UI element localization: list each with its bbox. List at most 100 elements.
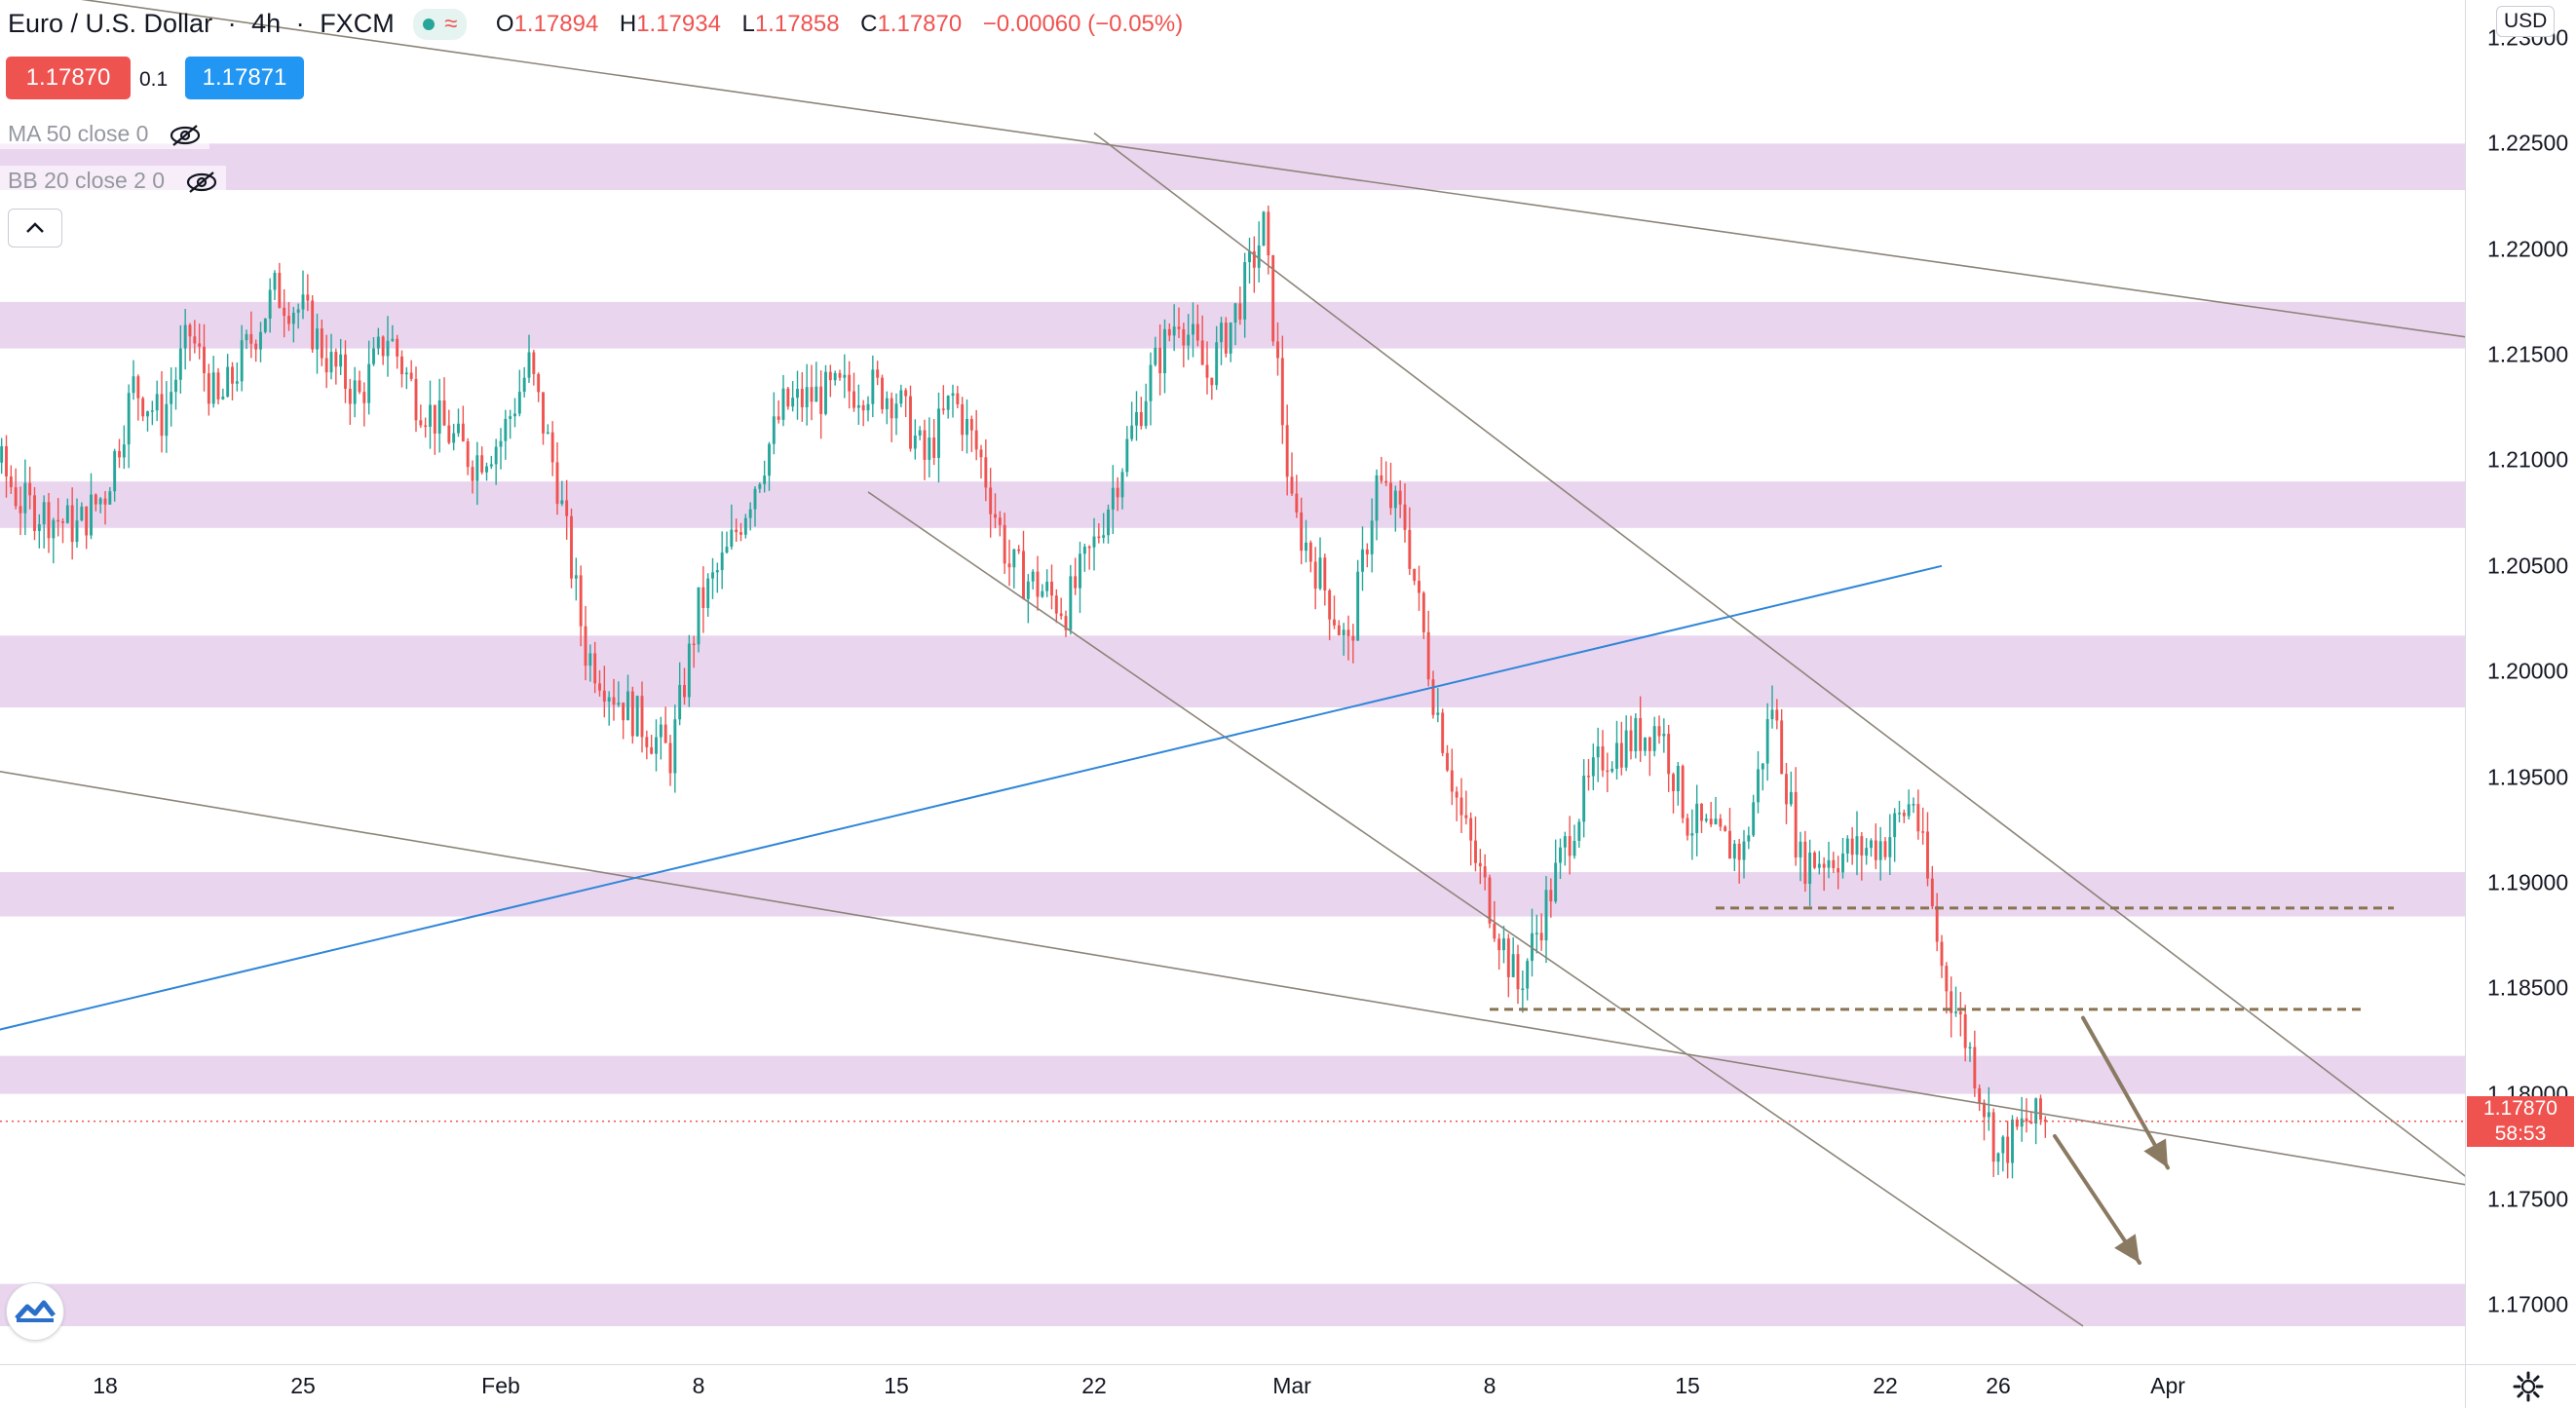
- candle-body: [1210, 377, 1214, 386]
- candle-body: [753, 488, 757, 510]
- price-tick-label: 1.20000: [2487, 658, 2569, 684]
- hidden-eye-icon[interactable]: [169, 124, 202, 147]
- candle-body: [268, 289, 272, 320]
- candle-body: [838, 372, 842, 378]
- candle-body: [409, 372, 413, 379]
- candle-body: [118, 450, 121, 458]
- candle-body: [1511, 954, 1515, 977]
- candle-body: [1700, 803, 1703, 821]
- candle-body: [1267, 211, 1270, 256]
- collapse-legend-button[interactable]: [8, 209, 62, 247]
- hidden-eye-icon[interactable]: [185, 171, 218, 194]
- candle-body: [165, 403, 169, 437]
- candle-body: [550, 432, 554, 463]
- candlestick-chart[interactable]: [0, 0, 2465, 1364]
- candle-body: [876, 369, 880, 378]
- candle-body: [1690, 833, 1694, 836]
- candle-body: [1333, 619, 1336, 626]
- candle-body: [1662, 733, 1666, 737]
- candle-body: [1233, 303, 1237, 323]
- buy-price-button[interactable]: 1.17871: [185, 57, 304, 99]
- candle-body: [1097, 536, 1101, 539]
- candle-body: [494, 446, 498, 465]
- candle-body: [254, 343, 258, 350]
- candle-body: [630, 691, 634, 737]
- candle-body: [404, 372, 408, 375]
- candle-body: [5, 445, 8, 476]
- candle-body: [324, 358, 328, 373]
- price-tick-label: 1.18500: [2487, 974, 2569, 1001]
- spread-value: 0.1: [139, 68, 169, 91]
- price-axis[interactable]: 1.23000 1.22500 1.22000 1.21500 1.21000 1.205…: [2465, 0, 2576, 1364]
- candle-body: [1874, 840, 1877, 860]
- candle-body: [132, 376, 135, 394]
- sell-price-button[interactable]: 1.17870: [6, 57, 131, 99]
- candle-body: [70, 505, 74, 543]
- candle-body: [1794, 791, 1798, 857]
- candle-body: [1544, 890, 1548, 941]
- candle-body: [1139, 411, 1143, 427]
- timeframe[interactable]: 4h: [251, 9, 282, 39]
- candle-body: [33, 495, 36, 531]
- candle-body: [574, 575, 578, 579]
- candle-body: [442, 400, 446, 426]
- candle-body: [509, 416, 512, 419]
- symbol-name[interactable]: Euro / U.S. Dollar: [8, 9, 213, 39]
- candle-body: [2025, 1118, 2028, 1123]
- candle-body: [739, 532, 742, 535]
- candle-body: [593, 653, 597, 684]
- logo-icon: [15, 1300, 56, 1322]
- settings-gear-icon[interactable]: [2512, 1370, 2545, 1403]
- time-tick-label: Mar: [1272, 1373, 1311, 1398]
- indicator-bb[interactable]: BB 20 close 2 0: [0, 166, 226, 196]
- candle-body: [1459, 797, 1463, 816]
- candle-body: [791, 398, 795, 407]
- currency-button[interactable]: USD: [2496, 6, 2556, 37]
- candle-body: [1172, 326, 1176, 336]
- candle-body: [763, 476, 767, 484]
- tradingview-logo[interactable]: [6, 1282, 64, 1341]
- candle-body: [1563, 836, 1567, 848]
- candle-body: [607, 697, 611, 703]
- candle-body: [306, 294, 310, 301]
- support-resistance-zone: [0, 301, 2465, 349]
- candle-body: [0, 445, 4, 463]
- candle-body: [85, 506, 89, 536]
- candle-body: [701, 587, 705, 608]
- candle-body: [984, 457, 988, 488]
- candle-body: [1074, 576, 1078, 589]
- candle-body: [1158, 347, 1162, 374]
- support-resistance-zone: [0, 1055, 2465, 1094]
- candle-body: [1436, 712, 1440, 715]
- candle-body: [1102, 535, 1106, 538]
- candle-body: [1313, 561, 1317, 590]
- market-status-badge[interactable]: ≈: [413, 8, 468, 40]
- candle-body: [645, 737, 649, 747]
- candle-body: [1224, 323, 1228, 354]
- candle-body: [283, 307, 286, 317]
- candle-body: [235, 381, 239, 384]
- candle-body: [1365, 549, 1369, 554]
- candle-body: [198, 343, 202, 347]
- chart-area[interactable]: [0, 0, 2465, 1364]
- candle-body: [941, 408, 945, 410]
- candle-body: [711, 572, 714, 579]
- candle-body: [1441, 712, 1445, 753]
- candle-body: [1765, 719, 1769, 764]
- candle-body: [1719, 818, 1723, 827]
- candle-body: [1667, 733, 1671, 775]
- candle-body: [852, 391, 855, 408]
- candle-body: [1506, 938, 1510, 977]
- candle-body: [1591, 757, 1595, 777]
- candle-body: [560, 500, 564, 505]
- candle-body: [1361, 549, 1364, 572]
- candle-body: [9, 476, 13, 488]
- candle-body: [805, 387, 809, 407]
- candle-body: [918, 430, 922, 437]
- time-tick-label: 26: [1986, 1373, 2011, 1398]
- candle-body: [871, 369, 875, 404]
- time-axis[interactable]: 18 25 Feb 8 15 22 Mar 8 15 22 26 Apr: [0, 1364, 2465, 1408]
- indicator-ma[interactable]: MA 50 close 0: [0, 119, 209, 149]
- arrow-head: [2114, 1234, 2140, 1263]
- candle-body: [1305, 542, 1307, 552]
